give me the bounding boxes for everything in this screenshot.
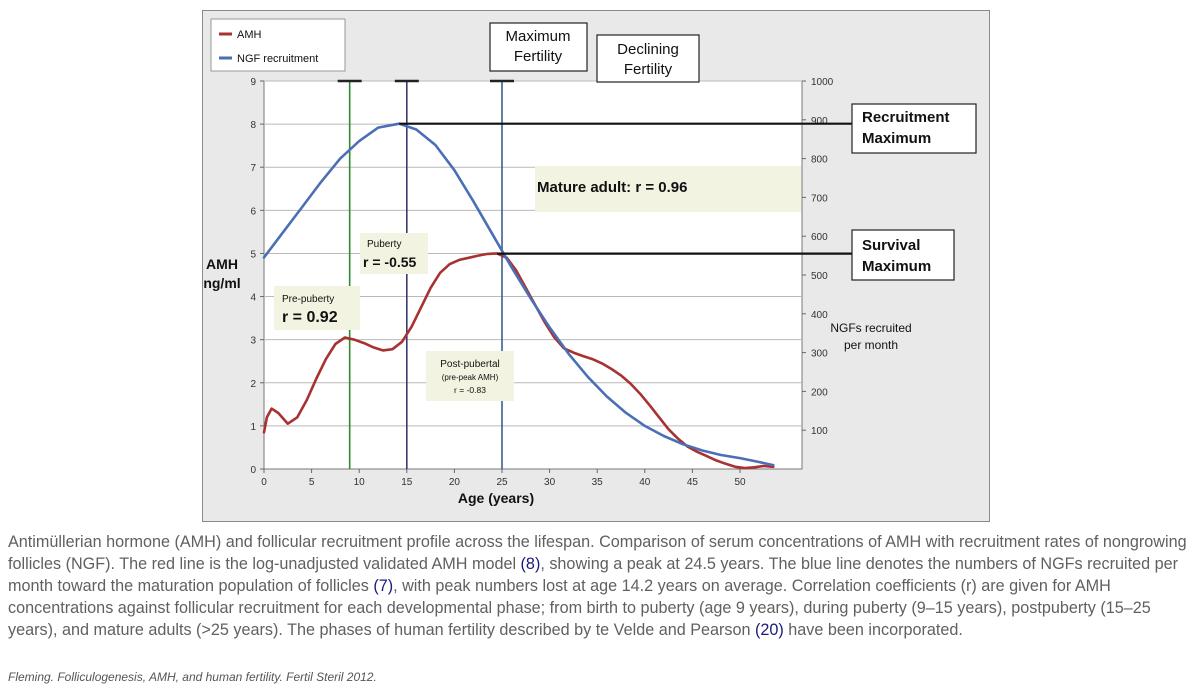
- mature-annotation-text: Mature adult: r = 0.96: [537, 179, 687, 196]
- legend-box: [210, 18, 346, 72]
- y-right-tick-label: 600: [811, 232, 828, 243]
- plot-area: [263, 80, 803, 470]
- postpubertal-annotation-box: [426, 351, 514, 401]
- declining-fertility-label: Declining: [617, 41, 679, 58]
- y-right-tick-label: 800: [811, 155, 828, 166]
- recruitment-maximum-label: Recruitment: [862, 109, 950, 126]
- y-right-tick-label: 400: [811, 310, 828, 321]
- declining-fertility-box: [596, 34, 700, 83]
- x-tick-label: 15: [401, 477, 413, 488]
- y-left-tick-label: 0: [250, 465, 256, 476]
- x-tick-label: 25: [496, 477, 508, 488]
- y-right-tick-label: 300: [811, 349, 828, 360]
- y-left-tick-label: 9: [250, 77, 256, 88]
- recruitment-maximum-label: Maximum: [862, 130, 931, 147]
- y-left-tick-label: 5: [250, 249, 256, 260]
- x-tick-label: 0: [261, 477, 267, 488]
- y-left-tick-label: 2: [250, 379, 256, 390]
- survival-maximum-label: Maximum: [862, 258, 931, 275]
- postpubertal-label: Post-pubertal: [440, 359, 499, 370]
- y-right-tick-label: 100: [811, 426, 828, 437]
- prepuberty-annotation-box: [274, 286, 360, 330]
- y-right-tick-label: 900: [811, 116, 828, 127]
- maximum-fertility-box: [489, 22, 588, 72]
- postpubertal-label: r = -0.83: [454, 385, 486, 395]
- y-right-tick-label: 700: [811, 193, 828, 204]
- y-left-tick-label: 4: [250, 293, 256, 304]
- x-tick-label: 30: [544, 477, 556, 488]
- prepuberty-label: Pre-puberty: [282, 294, 334, 305]
- y-right-axis-label: NGFs recruited: [830, 321, 911, 335]
- x-tick-label: 10: [354, 477, 366, 488]
- figure-caption: Antimüllerian hormone (AMH) and follicul…: [8, 531, 1193, 641]
- x-axis-label: Age (years): [458, 490, 534, 506]
- legend-label: AMH: [237, 29, 262, 41]
- x-tick-label: 45: [687, 477, 699, 488]
- caption-text-1: Antimüllerian hormone (AMH) and follicul…: [8, 533, 1187, 573]
- x-tick-label: 20: [449, 477, 461, 488]
- chart-figure: 0 1 2 3 4 5 6 7 8 9 100 200 300 400 500 600 700 800 900 100…: [202, 10, 990, 522]
- y-left-tick-label: 8: [250, 120, 256, 131]
- maximum-fertility-label: Maximum: [505, 28, 570, 45]
- survival-maximum-box: [851, 229, 955, 281]
- declining-fertility-label: Fertility: [624, 61, 673, 78]
- y-left-tick-label: 6: [250, 206, 256, 217]
- y-left-axis-label: AMH: [206, 256, 238, 272]
- caption-text-3: , with peak numbers lost at age 14.2 yea…: [8, 577, 1151, 639]
- ngf-series-line: [262, 122, 775, 467]
- puberty-annotation-box: [360, 233, 428, 274]
- mature-annotation-box: [535, 166, 801, 212]
- legend-label: NGF recruitment: [237, 53, 318, 65]
- x-tick-label: 50: [734, 477, 746, 488]
- y-left-axis-label: ng/ml: [203, 275, 240, 291]
- postpubertal-label: (pre-peak AMH): [442, 373, 499, 382]
- caption-ref-20[interactable]: (20): [755, 621, 784, 639]
- caption-text-4: have been incorporated.: [783, 621, 963, 639]
- amh-ngf-chart: 0123456789100200300400500600700800900100…: [202, 10, 990, 522]
- x-tick-label: 40: [639, 477, 651, 488]
- caption-text-2: , showing a peak at 24.5 years. The blue…: [8, 555, 1179, 595]
- x-tick-label: 5: [309, 477, 315, 488]
- caption-ref-7[interactable]: (7): [373, 577, 394, 595]
- puberty-label: Puberty: [367, 239, 401, 250]
- y-right-tick-label: 1000: [811, 77, 834, 88]
- survival-maximum-label: Survival: [862, 237, 920, 254]
- y-right-tick-label: 200: [811, 387, 828, 398]
- caption-ref-8[interactable]: (8): [520, 555, 541, 573]
- y-left-tick-label: 1: [250, 422, 256, 433]
- figure-citation: Fleming. Folliculogenesis, AMH, and huma…: [8, 670, 377, 684]
- x-tick-label: 35: [592, 477, 604, 488]
- puberty-r-value: r = -0.55: [363, 254, 417, 270]
- y-left-tick-label: 3: [250, 336, 256, 347]
- maximum-fertility-label: Fertility: [514, 48, 563, 65]
- recruitment-maximum-box: [851, 103, 977, 154]
- y-right-tick-label: 500: [811, 271, 828, 282]
- prepuberty-r-value: r = 0.92: [282, 309, 338, 326]
- y-left-tick-label: 7: [250, 163, 256, 174]
- y-right-axis-label: per month: [844, 338, 898, 352]
